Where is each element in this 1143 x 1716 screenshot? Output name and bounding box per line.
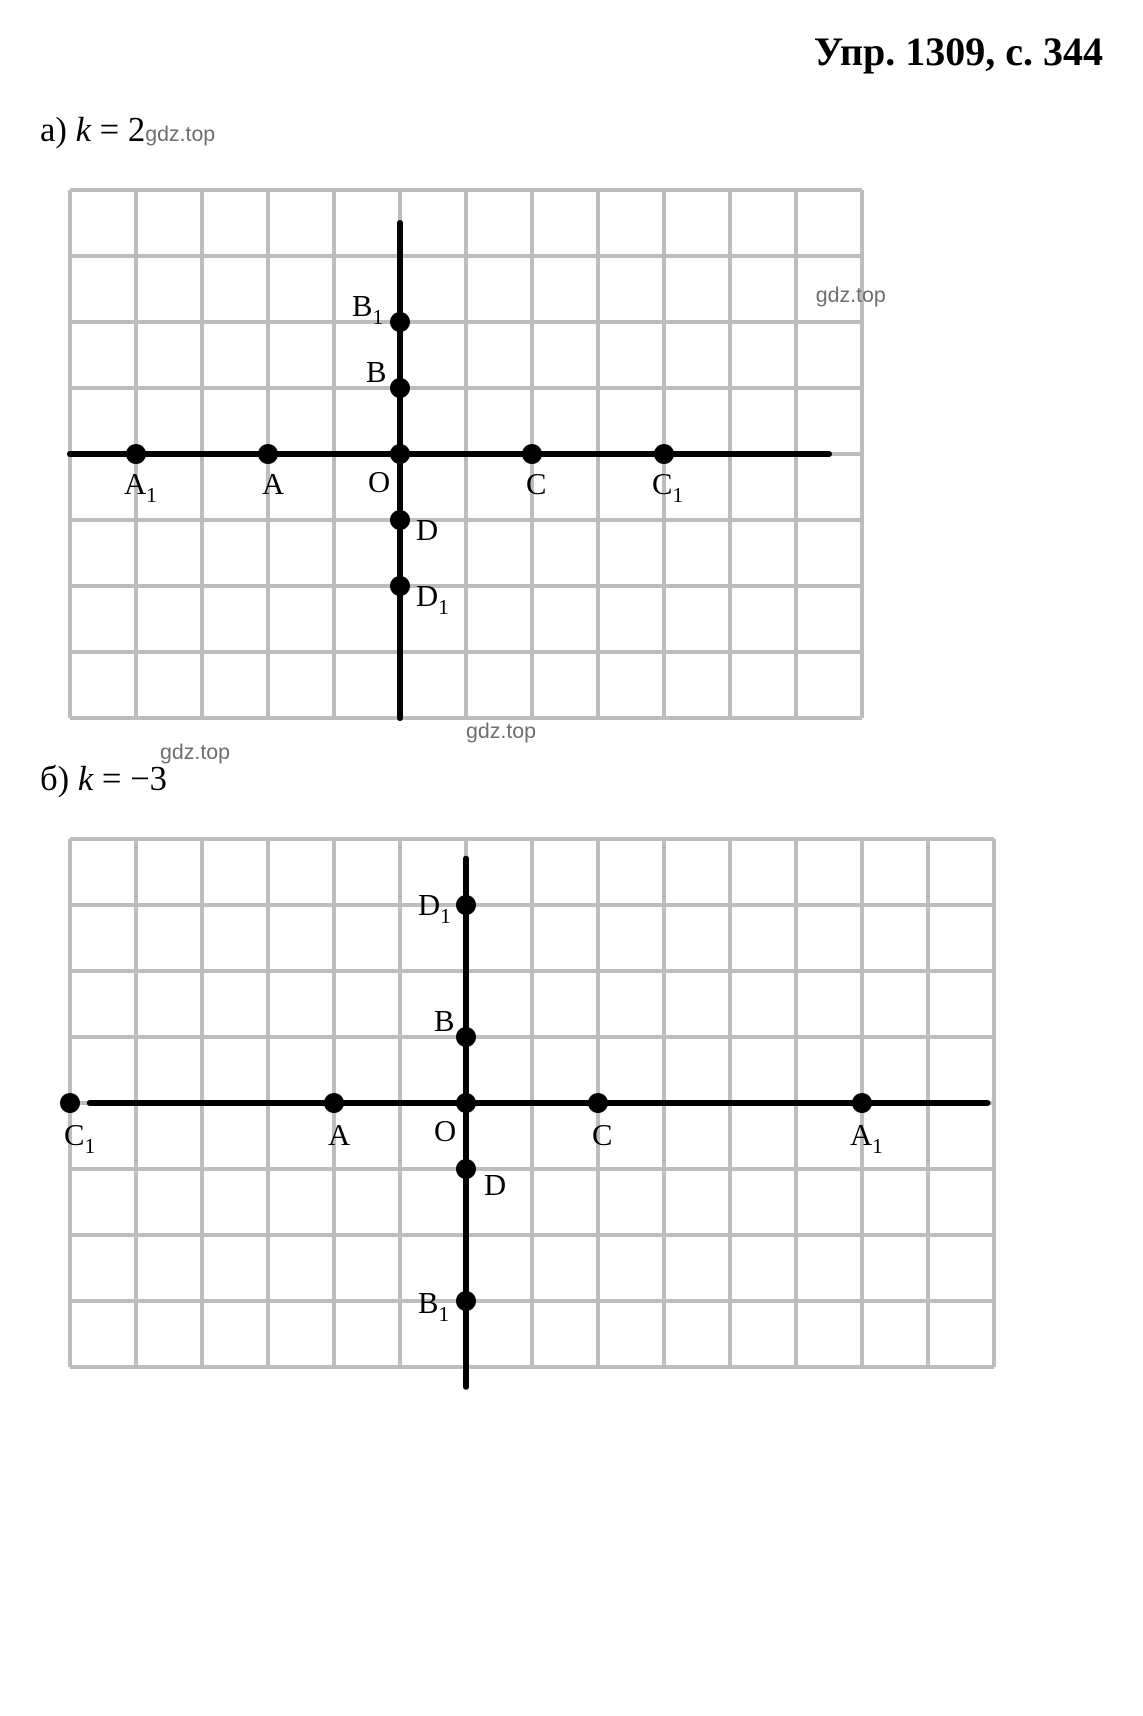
caption-a-var: k — [76, 111, 91, 149]
point-D — [456, 1159, 476, 1179]
caption-a-watermark: gdz.top — [145, 122, 215, 146]
watermark: gdz.top — [816, 283, 886, 307]
point-D1 — [390, 576, 410, 596]
point-B — [390, 378, 410, 398]
point-C — [588, 1093, 608, 1113]
point-A — [324, 1093, 344, 1113]
point-A — [258, 444, 278, 464]
label-O: O — [368, 465, 390, 499]
label-C: C — [526, 467, 546, 501]
caption-b-prefix: б) — [40, 760, 78, 798]
watermark: gdz.top — [466, 719, 536, 743]
point-C — [522, 444, 542, 464]
label-C: C — [592, 1118, 612, 1152]
diagram-b-caption: б) k = −3 — [40, 760, 1103, 799]
point-C1 — [654, 444, 674, 464]
point-B1 — [456, 1291, 476, 1311]
label-B: B — [366, 355, 386, 389]
diagram-b-caption-wrap: gdz.top б) k = −3 — [40, 760, 1103, 799]
diagram-a-wrap: A1AOCC1BB1DD1gdz.topgdz.top — [40, 160, 1103, 748]
diagram-b-wrap: C1AOCA1BD1DB1 — [40, 809, 1103, 1397]
point-C1 — [60, 1093, 80, 1113]
label-D: D — [484, 1168, 506, 1202]
label-D: D — [416, 513, 438, 547]
diagram-a-caption: а) k = 2gdz.top — [40, 111, 1103, 150]
point-D — [390, 510, 410, 530]
caption-b-rhs: −3 — [130, 760, 167, 798]
page-header: Упр. 1309, с. 344 — [40, 28, 1103, 75]
point-A1 — [852, 1093, 872, 1113]
caption-b-watermark-above: gdz.top — [160, 740, 230, 765]
equals-a: = — [100, 111, 120, 149]
point-O — [390, 444, 410, 464]
point-O — [456, 1093, 476, 1113]
point-B — [456, 1027, 476, 1047]
caption-a-rhs: 2 — [128, 111, 145, 149]
point-A1 — [126, 444, 146, 464]
point-D1 — [456, 895, 476, 915]
diagram-b: C1AOCA1BD1DB1 — [40, 809, 1024, 1397]
equals-b: = — [102, 760, 122, 798]
label-A: A — [328, 1118, 350, 1152]
caption-a-prefix: а) — [40, 111, 76, 149]
label-A: A — [262, 467, 284, 501]
diagram-a: A1AOCC1BB1DD1gdz.topgdz.top — [40, 160, 892, 748]
label-O: O — [434, 1114, 456, 1148]
caption-b-var: k — [78, 760, 93, 798]
point-B1 — [390, 312, 410, 332]
label-B: B — [434, 1004, 454, 1038]
